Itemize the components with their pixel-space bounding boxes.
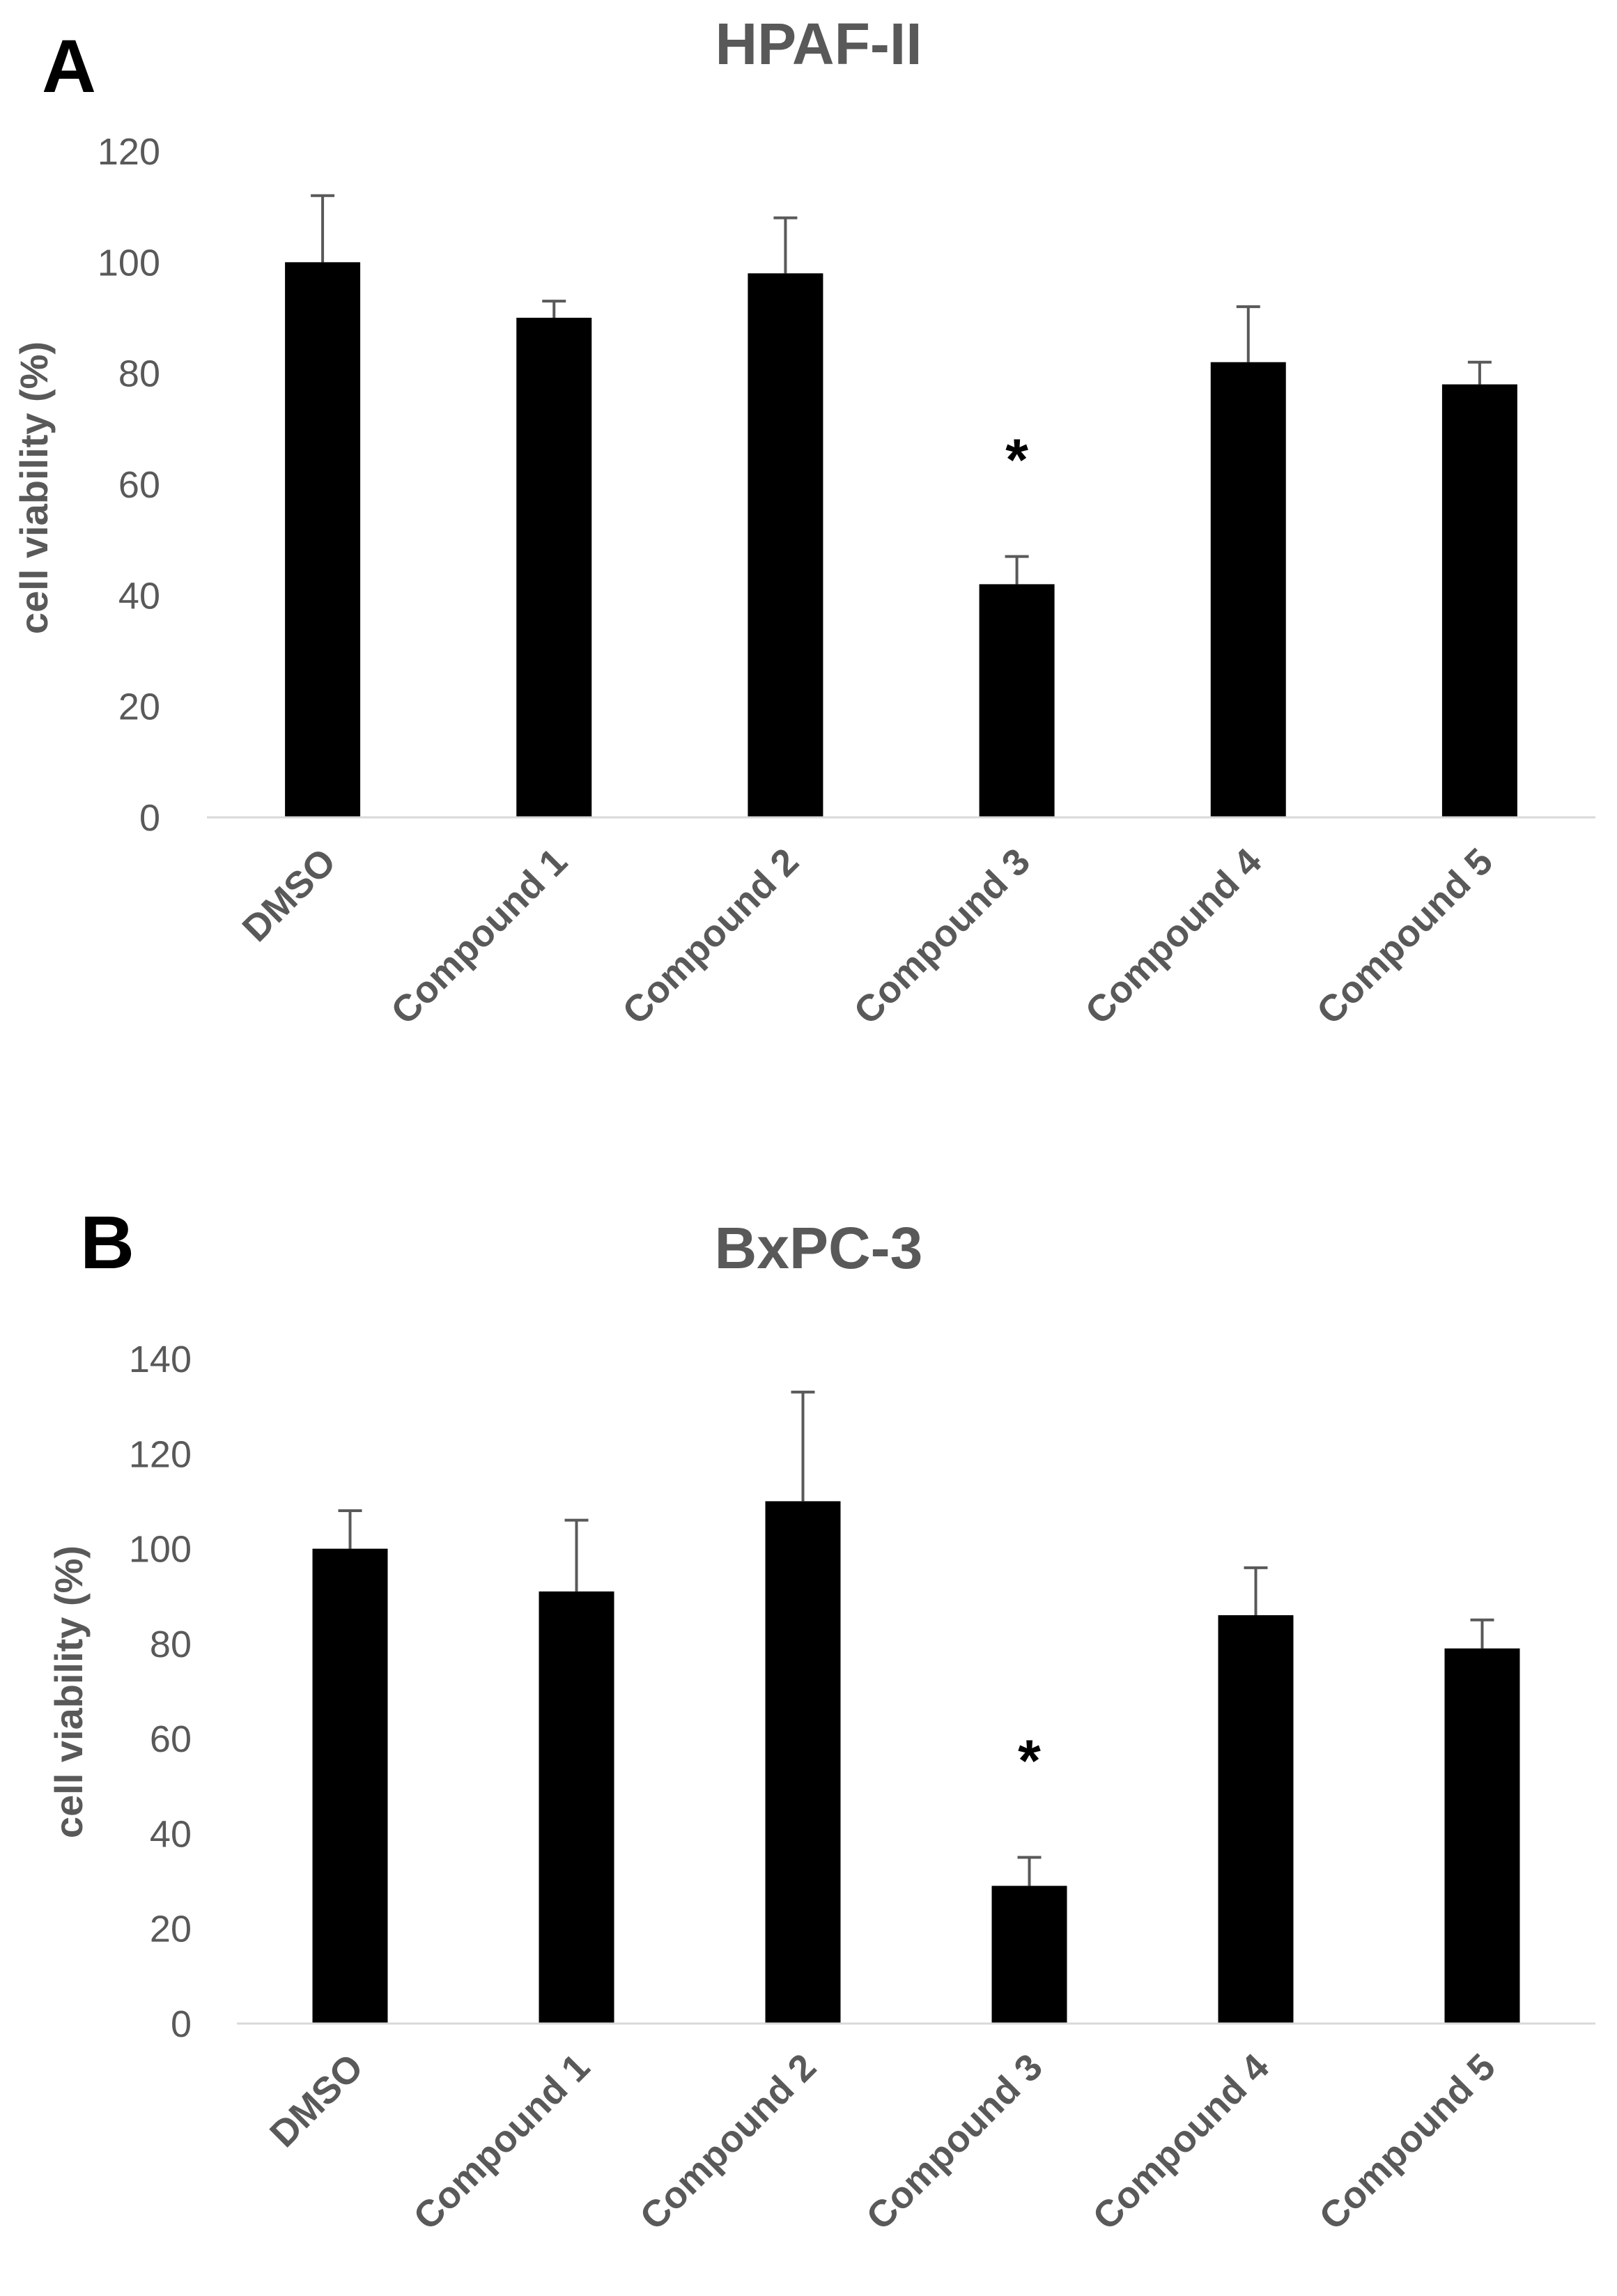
chart-title-b: BxPC-3 <box>715 1215 923 1281</box>
bar <box>979 584 1055 817</box>
y-tick-label: 80 <box>118 353 160 395</box>
significance-marks-a: * <box>1005 427 1028 493</box>
y-tick-labels-b: 0 20 40 60 80 100 120 140 <box>129 1339 192 2045</box>
y-tick-label: 40 <box>150 1813 192 1855</box>
bar <box>285 262 361 817</box>
error-bars-b <box>338 1390 1494 1886</box>
bar <box>1218 1615 1294 2024</box>
y-tick-label: 0 <box>171 2003 192 2045</box>
y-tick-label: 100 <box>129 1529 192 1571</box>
y-tick-label: 120 <box>129 1433 192 1475</box>
y-tick-label: 40 <box>118 575 160 617</box>
panel-letter-b: B <box>80 1200 134 1284</box>
y-tick-label: 60 <box>150 1718 192 1760</box>
y-tick-label: 120 <box>98 131 160 173</box>
significance-asterisk: * <box>1018 1728 1041 1794</box>
y-axis-label-b: cell viability (%) <box>47 1546 91 1838</box>
bars-a <box>285 262 1517 817</box>
bar <box>1210 362 1286 817</box>
y-tick-label: 20 <box>118 686 160 728</box>
significance-asterisk: * <box>1005 427 1028 493</box>
error-bars-a <box>311 194 1492 585</box>
bar <box>539 1591 614 2024</box>
bar <box>748 273 823 817</box>
significance-marks-b: * <box>1018 1728 1041 1794</box>
y-tick-label: 140 <box>129 1339 192 1380</box>
y-axis-label-a: cell viability (%) <box>12 341 56 634</box>
chart-title-a: HPAF-II <box>715 11 922 77</box>
y-tick-label: 100 <box>98 242 160 284</box>
bar <box>312 1548 388 2024</box>
y-tick-label: 0 <box>139 797 160 839</box>
bar <box>1444 1648 1520 2024</box>
bar <box>991 1886 1067 2024</box>
bar <box>516 318 592 817</box>
bar <box>765 1501 841 2024</box>
y-tick-label: 60 <box>118 464 160 506</box>
bars-b <box>312 1501 1520 2024</box>
y-tick-label: 80 <box>150 1624 192 1665</box>
panel-letter-a: A <box>42 24 96 108</box>
y-tick-label: 20 <box>150 1909 192 1950</box>
y-tick-labels-a: 0 20 40 60 80 100 120 <box>98 131 160 839</box>
bar <box>1441 384 1517 817</box>
